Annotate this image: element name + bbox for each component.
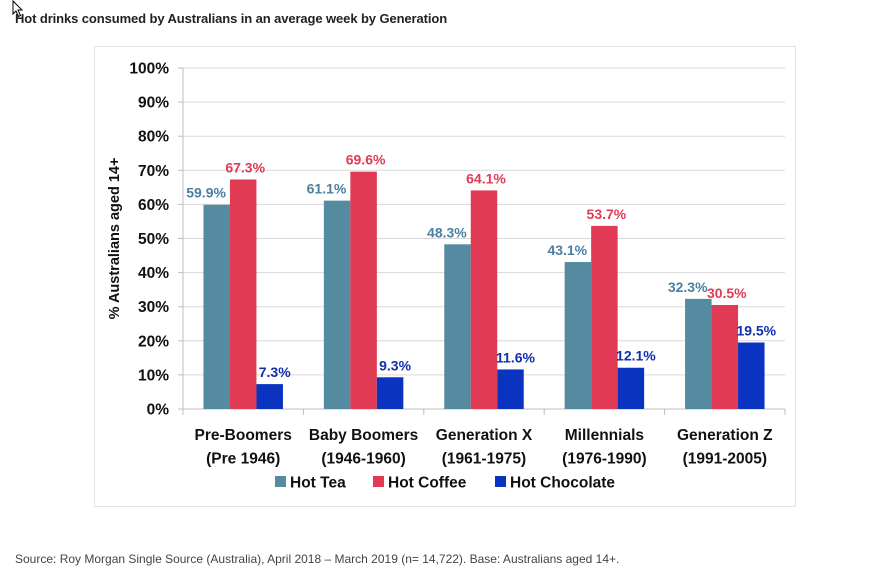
y-tick-label: 10% [138, 367, 169, 384]
y-tick-label: 20% [138, 333, 169, 350]
data-label: 67.3% [225, 160, 265, 176]
y-tick-label: 90% [138, 95, 169, 112]
category-label: Generation X [436, 427, 533, 444]
bar-hot-coffee [591, 225, 618, 409]
data-label: 64.1% [466, 170, 506, 186]
bar-hot-tea [323, 200, 351, 409]
y-axis-title: % Australians aged 14+ [107, 158, 123, 320]
bar-hot-chocolate [376, 377, 404, 409]
category-label: (1946-1960) [321, 451, 405, 468]
bar-hot-coffee [711, 304, 739, 409]
legend-swatch-hot-tea [275, 476, 286, 487]
category-label: Pre-Boomers [195, 427, 292, 444]
data-label: 19.5% [736, 323, 776, 339]
bar-hot-chocolate [256, 384, 283, 409]
chart-frame: 0% 10% 20% 30% 40% 50% 60% 70% 80% 90% 100% % Austr… [94, 46, 796, 507]
bar-hot-coffee [229, 179, 257, 409]
data-label: 32.3% [668, 279, 708, 295]
data-label: 53.7% [587, 206, 627, 222]
data-label: 9.3% [379, 357, 411, 373]
category-label: Millennials [565, 427, 644, 444]
y-tick-label: 50% [138, 231, 169, 248]
data-label: 11.6% [496, 349, 535, 365]
y-tick-label: 30% [138, 299, 169, 316]
data-label: 7.3% [259, 364, 291, 380]
legend-label: Hot Coffee [388, 475, 467, 492]
legend-swatch-hot-chocolate [495, 476, 506, 487]
category-label: (1991-2005) [683, 451, 767, 468]
bar-hot-tea [564, 262, 592, 409]
y-tick-label: 70% [138, 163, 169, 180]
legend-label: Hot Tea [290, 475, 346, 492]
category-label: (1976-1990) [562, 451, 646, 468]
data-label: 61.1% [307, 181, 347, 197]
bar-hot-tea [203, 204, 230, 409]
data-label: 48.3% [427, 224, 467, 240]
y-tick-label: 100% [129, 61, 169, 78]
bar-hot-tea [685, 298, 712, 409]
data-label: 69.6% [346, 152, 386, 168]
category-label: Generation Z [677, 427, 773, 444]
page-title: Hot drinks consumed by Australians in an… [15, 11, 448, 26]
source-note: Source: Roy Morgan Single Source (Austra… [15, 552, 620, 566]
data-label: 59.9% [186, 185, 226, 201]
category-label: Baby Boomers [309, 427, 418, 444]
bar-hot-chocolate [617, 367, 645, 409]
category-label: (Pre 1946) [206, 451, 280, 468]
mouse-cursor-icon [12, 0, 24, 18]
data-label: 43.1% [547, 242, 587, 258]
category-label: (1961-1975) [442, 451, 526, 468]
y-tick-label: 80% [138, 129, 169, 146]
bar-chart: 0% 10% 20% 30% 40% 50% 60% 70% 80% 90% 100% % Austr… [107, 61, 786, 492]
bar-hot-coffee [350, 171, 377, 409]
bar-hot-tea [444, 244, 471, 409]
y-tick-label: 40% [138, 265, 169, 282]
bar-hot-coffee [470, 190, 498, 409]
y-tick-label: 60% [138, 197, 169, 214]
legend-swatch-hot-coffee [373, 476, 384, 487]
data-label: 12.1% [616, 348, 656, 364]
bar-hot-chocolate [738, 342, 765, 409]
bar-hot-chocolate [497, 369, 524, 409]
legend-label: Hot Chocolate [510, 475, 615, 492]
data-label: 30.5% [707, 285, 747, 301]
y-tick-label: 0% [147, 402, 170, 419]
